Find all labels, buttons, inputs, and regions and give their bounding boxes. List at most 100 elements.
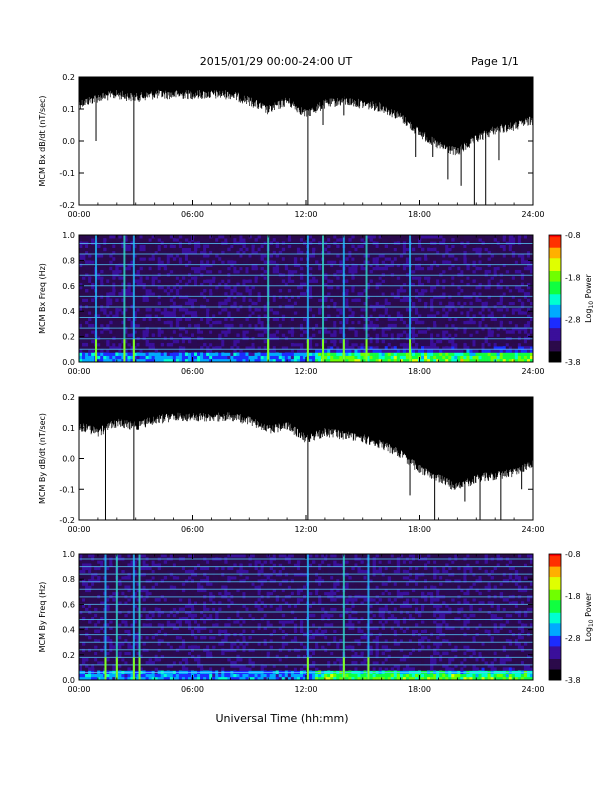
heatmap-cell: [417, 266, 422, 271]
heatmap-cell: [393, 247, 398, 252]
heatmap-cell: [163, 657, 168, 662]
heatmap-cell: [424, 260, 428, 264]
heatmap-cell: [330, 260, 334, 264]
heatmap-cell: [121, 664, 125, 668]
heatmap-cell: [88, 585, 92, 589]
heatmap-cell: [112, 250, 116, 255]
heatmap-cell: [496, 327, 501, 331]
heatmap-cell: [136, 664, 140, 668]
heatmap-cell: [151, 563, 155, 567]
heatmap-cell: [269, 323, 274, 328]
heatmap-cell: [166, 342, 171, 347]
heatmap-cell: [430, 269, 434, 274]
heatmap-cell: [290, 295, 295, 299]
heatmap-cell: [469, 295, 473, 299]
heatmap-cell: [508, 288, 513, 293]
heatmap-cell: [242, 238, 246, 242]
heatmap-cell: [336, 346, 340, 350]
heatmap-cell: [517, 311, 522, 315]
heatmap-cell: [378, 317, 382, 322]
heatmap-cell: [293, 342, 298, 347]
heatmap-cell: [206, 349, 210, 353]
heatmap-cell: [157, 676, 162, 681]
colorbar-segment: [549, 251, 561, 255]
heatmap-cell: [206, 279, 210, 283]
heatmap-cell: [463, 254, 467, 258]
heatmap-cell: [118, 676, 122, 681]
heatmap-cell: [203, 254, 207, 258]
heatmap-cell: [505, 308, 510, 312]
heatmap-cell: [399, 295, 404, 299]
heatmap-cell: [293, 247, 298, 252]
heatmap-cell: [197, 250, 201, 255]
heatmap-cell: [121, 645, 125, 649]
heatmap-cell: [287, 358, 292, 363]
heatmap-cell: [284, 352, 289, 356]
heatmap-cell: [79, 560, 83, 564]
heatmap-cell: [251, 314, 255, 318]
heatmap-cell: [224, 327, 228, 331]
heatmap-cell: [463, 298, 467, 302]
heatmap-cell: [169, 358, 174, 363]
colorbar-segment: [549, 254, 561, 257]
heatmap-cell: [200, 292, 204, 296]
heatmap-cell: [324, 295, 328, 299]
heatmap-cell: [287, 244, 292, 248]
heatmap-cell: [82, 588, 86, 593]
heatmap-cell: [511, 235, 516, 239]
heatmap-cell: [411, 263, 416, 268]
heatmap-cell: [523, 295, 528, 299]
heatmap-cell: [414, 346, 419, 350]
heatmap-cell: [275, 276, 280, 280]
heatmap-cell: [260, 320, 264, 325]
heatmap-cell: [457, 342, 461, 347]
heatmap-cell: [324, 276, 328, 280]
heatmap-cell: [284, 263, 289, 268]
heatmap-cell: [487, 333, 491, 337]
heatmap-cell: [151, 613, 155, 618]
heatmap-cell: [82, 601, 86, 605]
heatmap-cell: [296, 295, 301, 299]
heatmap-cell: [529, 247, 534, 252]
heatmap-cell: [254, 323, 258, 328]
heatmap-cell: [82, 661, 86, 665]
heatmap-cell: [360, 247, 364, 252]
heatmap-cell: [124, 588, 128, 593]
heatmap-cell: [124, 244, 128, 248]
heatmap-cell: [184, 295, 189, 299]
heatmap-cell: [481, 308, 485, 312]
heatmap-cell: [502, 352, 507, 356]
heatmap-cell: [142, 355, 146, 360]
heatmap-cell: [245, 250, 249, 255]
heatmap-cell: [318, 349, 322, 353]
heatmap-cell: [330, 285, 334, 290]
heatmap-cell: [139, 346, 143, 350]
heatmap-cell: [133, 346, 137, 350]
colorbar-segment: [549, 313, 561, 316]
page-title: 2015/01/29 00:00-24:00 UT: [200, 55, 353, 68]
heatmap-cell: [227, 238, 231, 242]
heatmap-cell: [121, 629, 125, 634]
heatmap-cell: [130, 613, 134, 618]
heatmap-cell: [357, 355, 361, 360]
heatmap-cell: [133, 664, 137, 668]
heatmap-cell: [127, 358, 131, 363]
colorbar-segment: [549, 334, 561, 337]
heatmap-cell: [260, 349, 264, 353]
heatmap-cell: [309, 266, 313, 271]
heatmap-cell: [351, 346, 355, 350]
heatmap-cell: [184, 355, 189, 360]
heatmap-cell: [336, 308, 340, 312]
heatmap-cell: [296, 320, 301, 325]
heatmap-cell: [487, 279, 491, 283]
heatmap-cell: [520, 317, 525, 322]
heatmap-cell: [106, 352, 110, 356]
heatmap-cell: [436, 282, 440, 287]
heatmap-cell: [390, 292, 395, 296]
heatmap-cell: [526, 346, 531, 350]
heatmap-cell: [384, 333, 389, 337]
heatmap-cell: [85, 238, 89, 242]
heatmap-cell: [496, 282, 501, 287]
heatmap-cell: [184, 320, 189, 325]
heatmap-cell: [200, 282, 204, 287]
